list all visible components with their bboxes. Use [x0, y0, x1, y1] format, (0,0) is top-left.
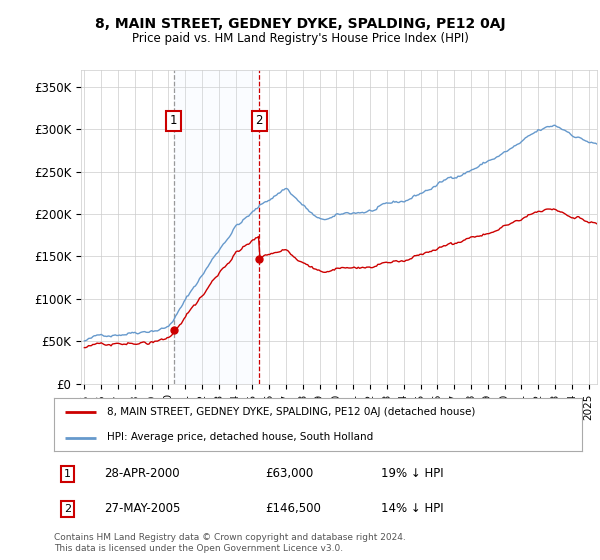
Bar — [174, 70, 259, 384]
Text: 8, MAIN STREET, GEDNEY DYKE, SPALDING, PE12 0AJ: 8, MAIN STREET, GEDNEY DYKE, SPALDING, P… — [95, 17, 505, 31]
Text: 8, MAIN STREET, GEDNEY DYKE, SPALDING, PE12 0AJ (detached house): 8, MAIN STREET, GEDNEY DYKE, SPALDING, P… — [107, 408, 475, 418]
Text: 27-MAY-2005: 27-MAY-2005 — [104, 502, 181, 515]
Text: £146,500: £146,500 — [265, 502, 321, 515]
Text: Price paid vs. HM Land Registry's House Price Index (HPI): Price paid vs. HM Land Registry's House … — [131, 32, 469, 45]
Text: 19% ↓ HPI: 19% ↓ HPI — [382, 468, 444, 480]
Text: Contains HM Land Registry data © Crown copyright and database right 2024.
This d: Contains HM Land Registry data © Crown c… — [54, 533, 406, 553]
Text: 14% ↓ HPI: 14% ↓ HPI — [382, 502, 444, 515]
Text: 28-APR-2000: 28-APR-2000 — [104, 468, 180, 480]
Text: 2: 2 — [64, 504, 71, 514]
Text: 1: 1 — [170, 114, 178, 127]
Text: 2: 2 — [256, 114, 263, 127]
Text: 1: 1 — [64, 469, 71, 479]
Text: £63,000: £63,000 — [265, 468, 313, 480]
Text: HPI: Average price, detached house, South Holland: HPI: Average price, detached house, Sout… — [107, 432, 373, 442]
